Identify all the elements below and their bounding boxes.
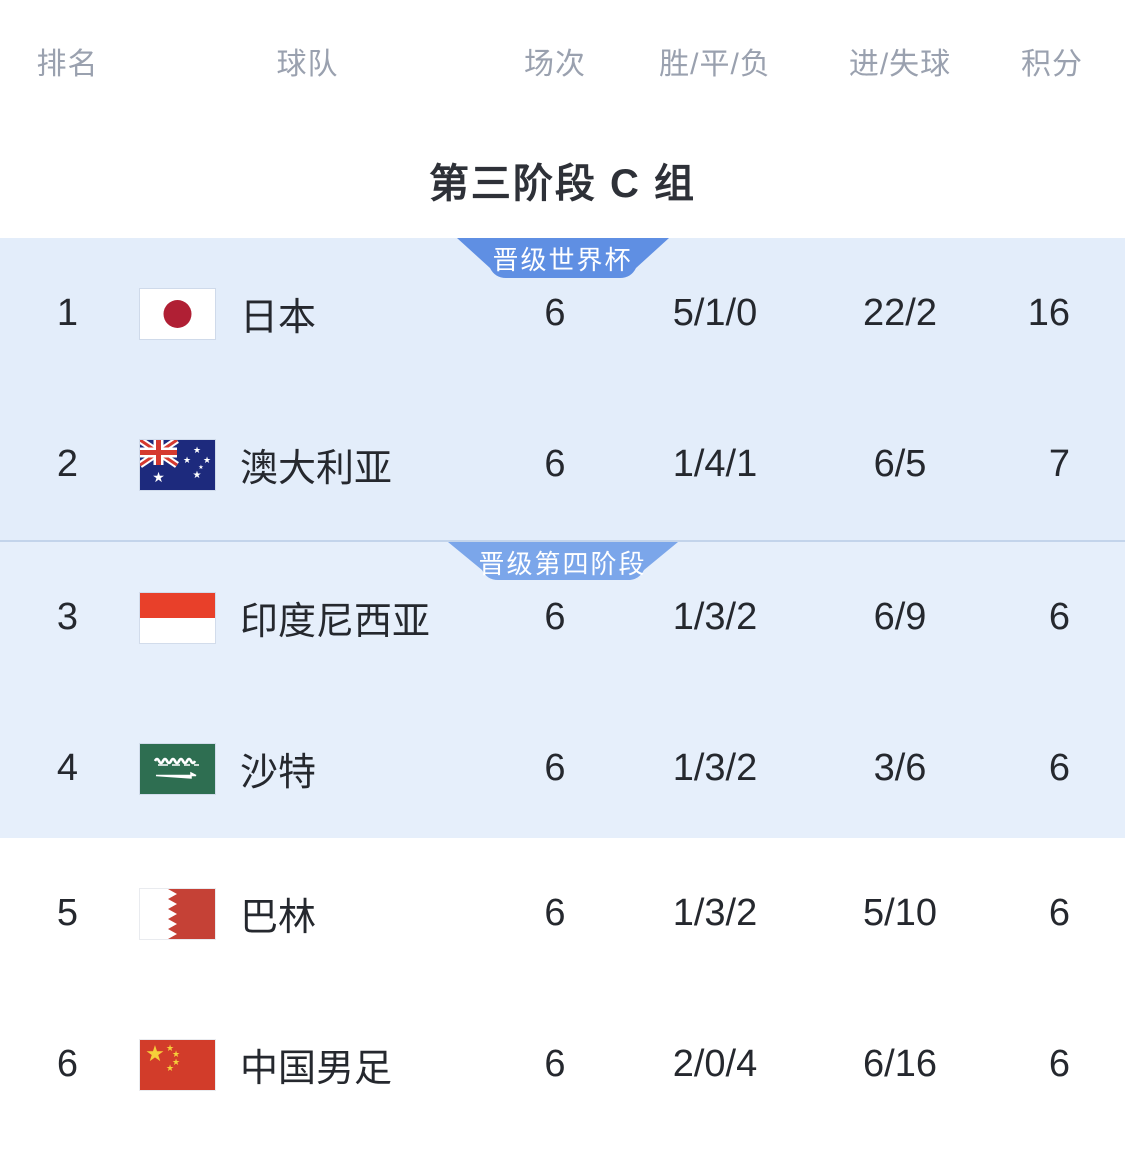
svg-text:★: ★ xyxy=(183,456,191,466)
goals-cell: 5/10 xyxy=(863,892,937,934)
team-cell: 沙特 xyxy=(135,741,480,796)
saudi-arabia-flag-icon xyxy=(140,743,215,794)
goals-cell: 22/2 xyxy=(863,292,937,334)
section-fourth-stage: 晋级第四阶段 3 印度尼西亚 6 1/3/2 6/9 6 4 xyxy=(0,542,1125,838)
svg-text:★: ★ xyxy=(152,470,165,486)
played-cell: 6 xyxy=(544,892,566,934)
table-row[interactable]: 2 ★ ★ ★ xyxy=(0,389,1125,540)
rank-cell: 4 xyxy=(56,747,79,789)
goals-cell: 3/6 xyxy=(873,747,927,789)
svg-text:★: ★ xyxy=(172,1050,180,1060)
team-cell: 印度尼西亚 xyxy=(135,590,480,645)
svg-text:★: ★ xyxy=(166,1064,174,1074)
china-flag-icon: ★ ★ ★ ★ ★ xyxy=(140,1039,215,1090)
table-row[interactable]: 4 沙特 6 1/3/2 3/6 6 xyxy=(0,693,1125,844)
table-row[interactable]: 3 印度尼西亚 6 1/3/2 6/9 6 xyxy=(0,542,1125,693)
header-goals: 进/失球 xyxy=(848,47,952,81)
badge-ribbon-shape xyxy=(447,542,678,580)
team-cell: ★ ★ ★ ★ ★ 中国男足 xyxy=(135,1037,480,1092)
header-wdl: 胜/平/负 xyxy=(659,47,771,81)
bahrain-flag-icon xyxy=(140,888,215,939)
badge-ribbon-shape xyxy=(456,238,669,278)
header-rank: 排名 xyxy=(36,47,99,81)
badge-fourth-stage-label: 晋级第四阶段 xyxy=(478,548,647,579)
played-cell: 6 xyxy=(544,292,566,334)
team-name: 日本 xyxy=(240,297,317,339)
wdl-cell: 1/3/2 xyxy=(672,596,758,638)
header-points: 积分 xyxy=(1021,47,1083,81)
rank-cell: 2 xyxy=(56,443,79,485)
points-cell: 6 xyxy=(1048,747,1070,789)
played-cell: 6 xyxy=(544,1043,566,1085)
team-cell: 巴林 xyxy=(135,886,480,941)
wdl-cell: 1/3/2 xyxy=(672,747,758,789)
goals-cell: 6/9 xyxy=(873,596,927,638)
wdl-cell: 1/4/1 xyxy=(672,443,758,485)
wdl-cell: 2/0/4 xyxy=(672,1043,758,1085)
svg-text:★: ★ xyxy=(193,470,202,481)
goals-cell: 6/5 xyxy=(873,443,927,485)
japan-flag-icon xyxy=(140,288,215,339)
team-name: 沙特 xyxy=(240,752,317,794)
played-cell: 6 xyxy=(544,596,566,638)
wdl-cell: 1/3/2 xyxy=(672,892,758,934)
svg-text:★: ★ xyxy=(203,456,211,466)
played-cell: 6 xyxy=(544,747,566,789)
section-eliminated: 5 巴林 6 1/3/2 5/10 6 6 xyxy=(0,838,1125,1169)
group-title-wrap: 第三阶段 C 组 xyxy=(0,121,1125,238)
table-header: 排名 球队 场次 胜/平/负 进/失球 积分 xyxy=(0,0,1125,121)
wdl-cell: 5/1/0 xyxy=(672,292,758,334)
points-cell: 6 xyxy=(1048,596,1070,638)
table-row[interactable]: 6 ★ ★ ★ ★ ★ 中国男足 6 2/0/4 6/16 6 xyxy=(0,989,1125,1140)
group-title: 第三阶段 C 组 xyxy=(428,161,697,206)
goals-cell: 6/16 xyxy=(863,1043,937,1085)
table-row[interactable]: 1 日本 6 5/1/0 22/2 16 xyxy=(0,238,1125,389)
rank-cell: 6 xyxy=(56,1043,79,1085)
table-row[interactable]: 5 巴林 6 1/3/2 5/10 6 xyxy=(0,838,1125,989)
team-name: 巴林 xyxy=(240,897,317,939)
team-cell: ★ ★ ★ ★ ★ ★ 澳大利亚 xyxy=(135,437,480,492)
rank-cell: 5 xyxy=(56,892,79,934)
svg-text:★: ★ xyxy=(145,1042,165,1067)
header-team: 球队 xyxy=(276,47,339,81)
rank-cell: 1 xyxy=(56,292,79,334)
badge-world-cup-label: 晋级世界杯 xyxy=(492,244,633,275)
points-cell: 16 xyxy=(1027,292,1070,334)
badge-world-cup: 晋级世界杯 xyxy=(456,238,669,278)
svg-text:★: ★ xyxy=(198,464,203,471)
section-divider xyxy=(0,540,1125,542)
team-name: 中国男足 xyxy=(240,1048,393,1090)
australia-flag-icon: ★ ★ ★ ★ ★ ★ xyxy=(140,439,215,490)
points-cell: 6 xyxy=(1048,1043,1070,1085)
svg-text:★: ★ xyxy=(166,1044,174,1054)
points-cell: 6 xyxy=(1048,892,1070,934)
svg-text:★: ★ xyxy=(193,446,201,456)
points-cell: 7 xyxy=(1048,443,1070,485)
svg-text:★: ★ xyxy=(172,1058,180,1068)
header-played: 场次 xyxy=(524,47,586,81)
team-cell: 日本 xyxy=(135,286,480,341)
played-cell: 6 xyxy=(544,443,566,485)
indonesia-flag-icon xyxy=(140,592,215,643)
section-world-cup: 晋级世界杯 1 日本 6 5/1/0 22/2 16 2 xyxy=(0,238,1125,540)
rank-cell: 3 xyxy=(56,596,79,638)
team-name: 印度尼西亚 xyxy=(240,601,431,643)
team-name: 澳大利亚 xyxy=(240,448,393,490)
badge-fourth-stage: 晋级第四阶段 xyxy=(447,542,678,580)
